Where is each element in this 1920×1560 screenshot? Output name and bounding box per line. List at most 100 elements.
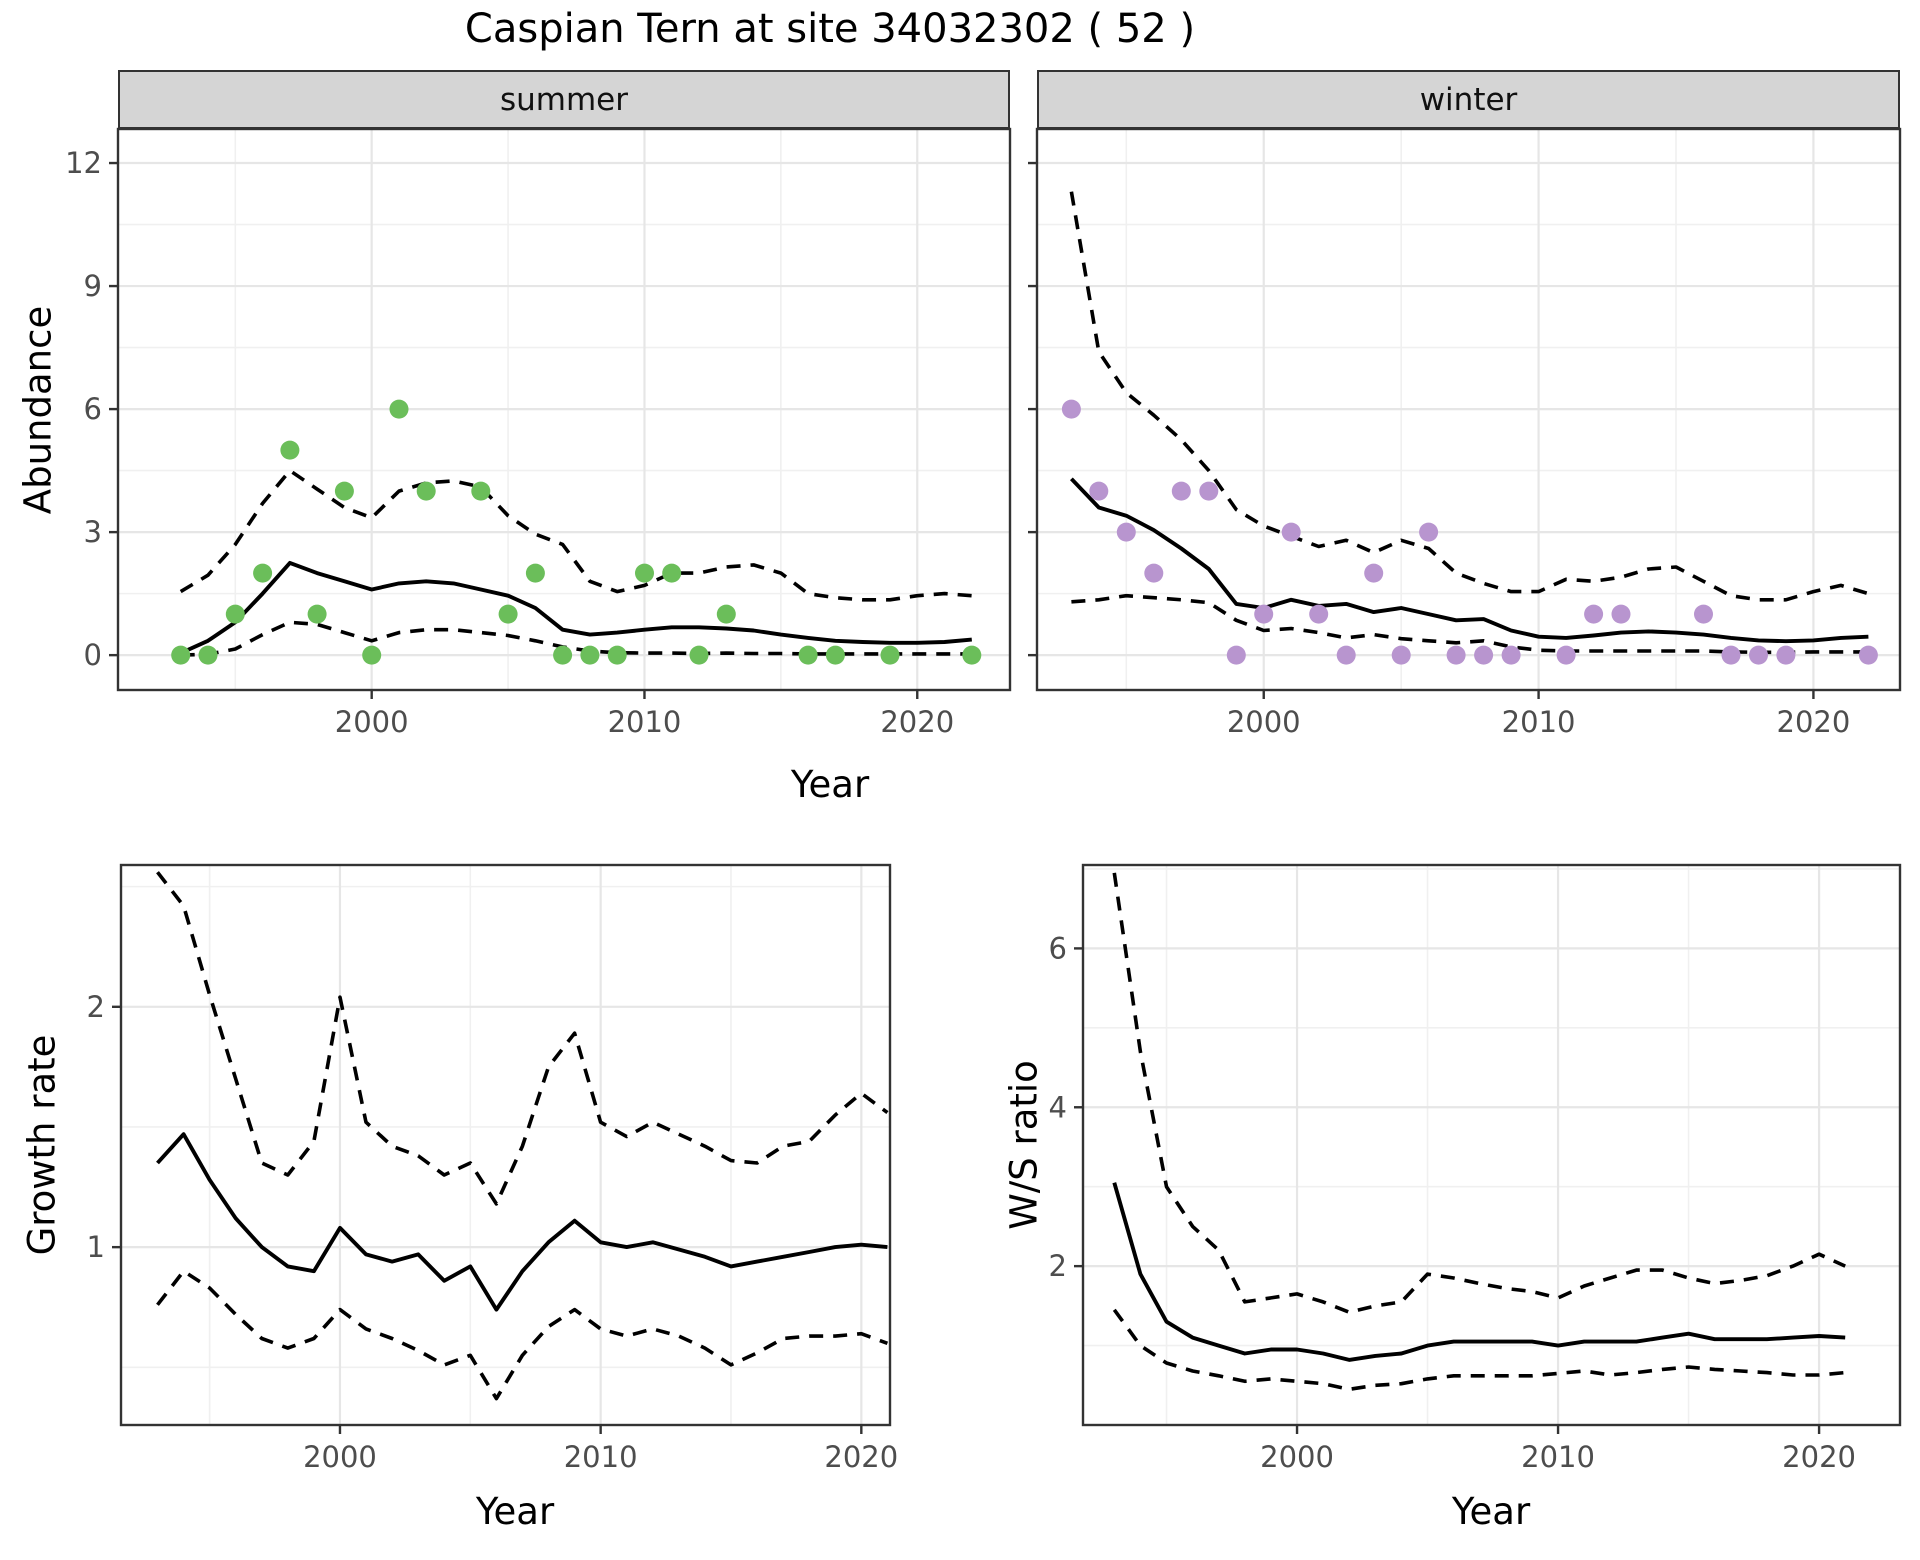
data-point	[389, 399, 409, 419]
data-point	[1694, 604, 1713, 624]
x-tick-label: 2020	[824, 1440, 898, 1474]
data-point	[880, 645, 900, 665]
panel-growth-rate: 2000 2010 2020 1 2	[87, 863, 898, 1474]
panel-border	[119, 863, 892, 1427]
plot-title: Caspian Tern at site 34032302 ( 52 )	[464, 6, 1196, 52]
x-tick-label: 2020	[1782, 1440, 1856, 1474]
data-point	[1474, 645, 1494, 665]
panel-ws-ratio: 2000 2010 2020 2 4 6	[1049, 863, 1902, 1474]
panel-abundance-summer: 2000 2010 2020 0 3 6 9 12	[65, 127, 1012, 739]
y-axis-title-growth-rate: Growth rate	[20, 1034, 64, 1256]
series-lower-ci-line	[1112, 1308, 1846, 1392]
data-point	[607, 645, 627, 665]
facet-strip-summer-label: summer	[499, 81, 628, 118]
data-point	[498, 604, 518, 624]
x-tick-label: 2010	[564, 1440, 638, 1474]
data-point	[307, 604, 327, 624]
y-tick-label: 0	[84, 638, 102, 672]
panel-bg	[121, 865, 890, 1425]
data-point	[525, 563, 545, 583]
series-upper-ci-line	[1112, 872, 1846, 1314]
data-point	[1364, 563, 1384, 583]
data-point	[962, 645, 982, 665]
y-tick-label: 2	[1049, 1249, 1067, 1283]
x-tick-label: 2000	[1227, 705, 1301, 739]
x-tick-label: 2000	[1260, 1440, 1334, 1474]
x-axis-title-year-bottom-right: Year	[1451, 1490, 1531, 1533]
series-median-line	[1069, 477, 1869, 644]
data-point	[1144, 563, 1164, 583]
x-tick-label: 2000	[335, 705, 409, 739]
data-point	[171, 645, 191, 665]
data-point	[225, 604, 245, 624]
x-tick-label: 2010	[1521, 1440, 1595, 1474]
data-point	[1089, 481, 1109, 501]
data-point	[1226, 645, 1246, 665]
facet-strip-winter: winter	[1037, 70, 1900, 129]
series-median-line	[179, 560, 972, 655]
data-point	[1776, 645, 1796, 665]
data-point	[1171, 481, 1191, 501]
facet-strip-summer: summer	[118, 70, 1010, 129]
y-tick-label: 6	[84, 392, 102, 426]
data-point	[1116, 522, 1136, 542]
series-median-line	[156, 1132, 888, 1312]
series-upper-ci-line	[1069, 191, 1869, 602]
data-point	[416, 481, 436, 501]
x-tick-label: 2010	[1502, 705, 1576, 739]
data-point	[662, 563, 682, 583]
y-tick-label: 4	[1049, 1090, 1067, 1124]
data-point	[825, 645, 845, 665]
panel-bg	[1083, 865, 1900, 1425]
facet-strip-winter-label: winter	[1419, 81, 1518, 118]
data-point	[689, 645, 709, 665]
y-axis-title-ws-ratio: W/S ratio	[1002, 1060, 1046, 1230]
data-point	[1584, 604, 1604, 624]
panel-abundance-winter: 2000 2010 2020	[1028, 127, 1902, 739]
x-tick-label: 2020	[880, 705, 954, 739]
data-point	[253, 563, 273, 583]
data-point	[362, 645, 382, 665]
data-point	[334, 481, 354, 501]
x-tick-label: 2000	[303, 1440, 377, 1474]
data-point	[635, 563, 654, 583]
data-point	[471, 481, 491, 501]
data-point	[1721, 645, 1741, 665]
y-axis-title-abundance: Abundance	[16, 305, 60, 515]
data-point	[1281, 522, 1301, 542]
y-tick-label: 3	[84, 515, 102, 549]
data-point	[1611, 604, 1631, 624]
series-lower-ci-line	[156, 1269, 889, 1401]
data-point	[1336, 645, 1356, 665]
data-point	[280, 440, 300, 460]
data-point	[553, 645, 573, 665]
series-upper-ci-line	[156, 871, 889, 1206]
y-tick-label: 6	[1049, 931, 1067, 965]
series-median-line	[1112, 1182, 1846, 1362]
x-tick-label: 2020	[1777, 705, 1851, 739]
data-point	[798, 645, 818, 665]
x-axis-title-year-top: Year	[790, 763, 870, 806]
data-point	[1419, 522, 1439, 542]
panel-border	[1081, 863, 1902, 1427]
data-point	[1391, 645, 1411, 665]
y-tick-label: 2	[87, 990, 105, 1024]
series-upper-ci-line	[179, 468, 972, 602]
data-point	[198, 645, 218, 665]
data-point	[1446, 645, 1466, 665]
data-point	[1556, 645, 1576, 665]
y-tick-label: 9	[84, 269, 102, 303]
x-axis-title-year-bottom-left: Year	[475, 1490, 555, 1533]
data-point	[1254, 604, 1274, 624]
x-tick-label: 2010	[608, 705, 682, 739]
data-point	[1858, 645, 1878, 665]
data-point	[1061, 399, 1081, 419]
data-point	[1309, 604, 1329, 624]
data-point	[716, 604, 736, 624]
data-point	[1199, 481, 1219, 501]
data-point	[1749, 645, 1768, 665]
y-tick-label: 12	[65, 146, 102, 180]
data-point	[580, 645, 600, 665]
